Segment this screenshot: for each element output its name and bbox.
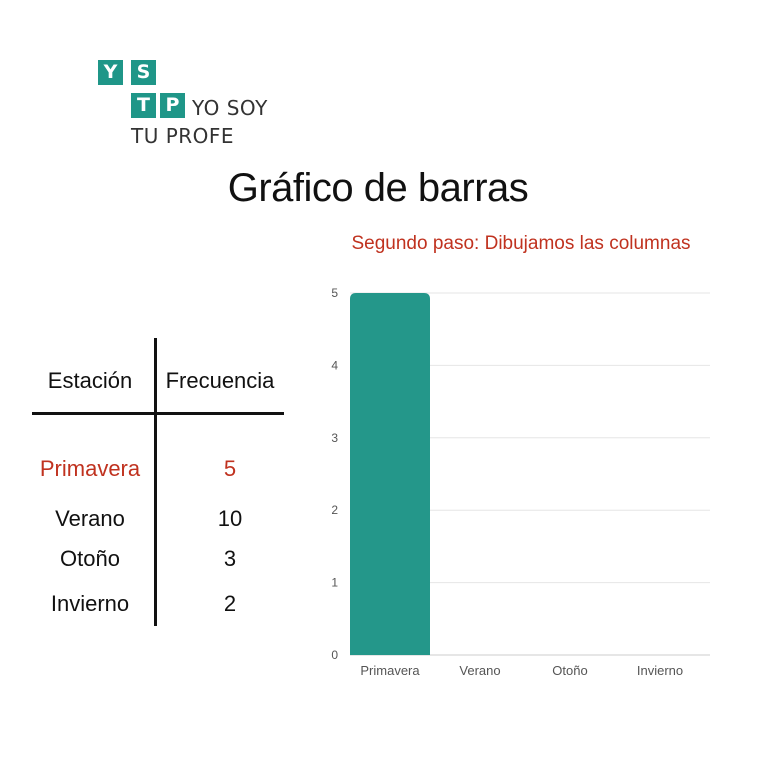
table-row-label: Otoño — [60, 546, 120, 571]
table-horizontal-rule — [32, 412, 284, 415]
table-header-frequency: Frecuencia — [165, 368, 275, 393]
x-tick-label: Invierno — [637, 663, 683, 678]
x-tick-label: Primavera — [360, 663, 420, 678]
table-row-value: 2 — [223, 591, 237, 616]
chart-y-axis: 0 1 2 3 4 5 — [331, 286, 338, 662]
table-vertical-rule — [154, 338, 157, 626]
y-tick-label: 4 — [331, 358, 338, 372]
table-row-value: 10 — [217, 506, 243, 531]
table-row-value: 5 — [223, 456, 237, 481]
frequency-table: Estación Frecuencia Primavera 5 Verano 1… — [30, 338, 286, 628]
x-tick-label: Verano — [459, 663, 500, 678]
table-row-label: Invierno — [50, 591, 130, 616]
logo-text-line2: TU PROFE — [131, 124, 235, 148]
y-tick-label: 0 — [331, 648, 338, 662]
logo-letter-p: P — [160, 93, 185, 118]
table-row-label: Verano — [55, 506, 125, 531]
page-title: Gráfico de barras — [227, 166, 529, 210]
y-tick-label: 5 — [331, 286, 338, 300]
logo-text-line1: YO SOY — [192, 96, 268, 120]
y-tick-label: 3 — [331, 431, 338, 445]
x-tick-label: Otoño — [552, 663, 587, 678]
y-tick-label: 1 — [331, 576, 338, 590]
table-row-value: 3 — [223, 546, 237, 571]
logo: Y S T P YO SOY TU PROFE — [98, 60, 298, 152]
table-row-label: Primavera — [39, 456, 141, 481]
chart-bars — [350, 293, 430, 655]
logo-letter-y: Y — [98, 60, 123, 85]
logo-letter-s: S — [131, 60, 156, 85]
logo-letter-t: T — [131, 93, 156, 118]
chart-x-axis: Primavera Verano Otoño Invierno — [360, 663, 683, 678]
table-header-station: Estación — [47, 368, 133, 393]
bar-primavera — [350, 293, 430, 655]
chart-title: Segundo paso: Dibujamos las columnas — [351, 233, 690, 254]
y-tick-label: 2 — [331, 503, 338, 517]
